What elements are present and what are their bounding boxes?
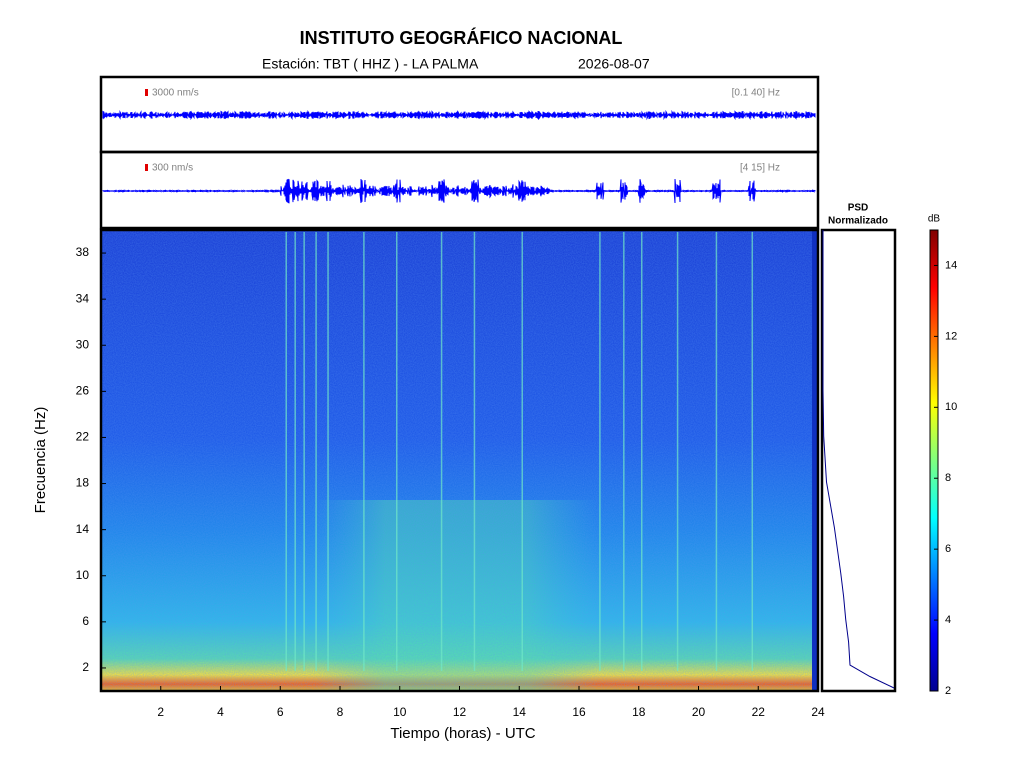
waveform [102, 178, 816, 204]
scale-marker [145, 164, 148, 171]
scale-label: 300 nm/s [152, 163, 193, 174]
x-tick-label: 4 [217, 705, 224, 719]
x-axis-label: Tiempo (horas) - UTC [390, 725, 535, 742]
y-tick-label: 18 [76, 476, 90, 490]
x-tick-label: 12 [453, 705, 467, 719]
spectrogram-image [101, 230, 812, 691]
date: 2026-08-07 [578, 56, 650, 72]
colorbar-tick-label: 14 [945, 259, 957, 271]
psd-line [822, 230, 895, 689]
x-tick-label: 16 [572, 705, 586, 719]
colorbar-tick-label: 12 [945, 330, 957, 342]
waveform [102, 109, 816, 121]
x-tick-label: 14 [513, 705, 527, 719]
y-tick-label: 14 [76, 522, 90, 536]
colorbar-tick-label: 8 [945, 472, 951, 484]
band-label: [4 15] Hz [740, 163, 780, 174]
colorbar-tick-label: 10 [945, 401, 957, 413]
colorbar [929, 229, 939, 692]
x-tick-label: 6 [277, 705, 284, 719]
y-tick-label: 2 [82, 660, 89, 674]
colorbar-tick-label: 2 [945, 685, 951, 697]
y-tick-label: 26 [76, 384, 90, 398]
psd-frame [820, 228, 897, 693]
station: Estación: TBT ( HHZ ) - LA PALMA [262, 56, 479, 72]
title: INSTITUTO GEOGRÁFICO NACIONAL [300, 27, 623, 48]
y-tick-label: 10 [76, 568, 90, 582]
colorbar-tick-label: 6 [945, 543, 951, 555]
x-tick-label: 10 [393, 705, 407, 719]
colorbar-label: dB [928, 214, 941, 225]
psd-title-line: Normalizado [828, 216, 888, 227]
x-tick-label: 2 [157, 705, 164, 719]
y-tick-label: 34 [76, 291, 90, 305]
x-tick-label: 8 [337, 705, 344, 719]
waveform-frame [99, 150, 820, 230]
y-tick-label: 22 [76, 430, 90, 444]
y-tick-label: 38 [76, 245, 90, 259]
y-tick-label: 30 [76, 337, 90, 351]
colorbar-tick-label: 4 [945, 614, 951, 626]
scale-label: 3000 nm/s [152, 88, 199, 99]
y-tick-label: 6 [82, 614, 89, 628]
x-tick-label: 20 [692, 705, 706, 719]
y-axis-label: Frecuencia (Hz) [32, 407, 49, 514]
scale-marker [145, 89, 148, 96]
x-tick-label: 24 [811, 705, 825, 719]
psd-title-line: PSD [848, 203, 869, 214]
x-tick-label: 22 [752, 705, 766, 719]
x-tick-label: 18 [632, 705, 646, 719]
band-label: [0.1 40] Hz [732, 88, 780, 99]
